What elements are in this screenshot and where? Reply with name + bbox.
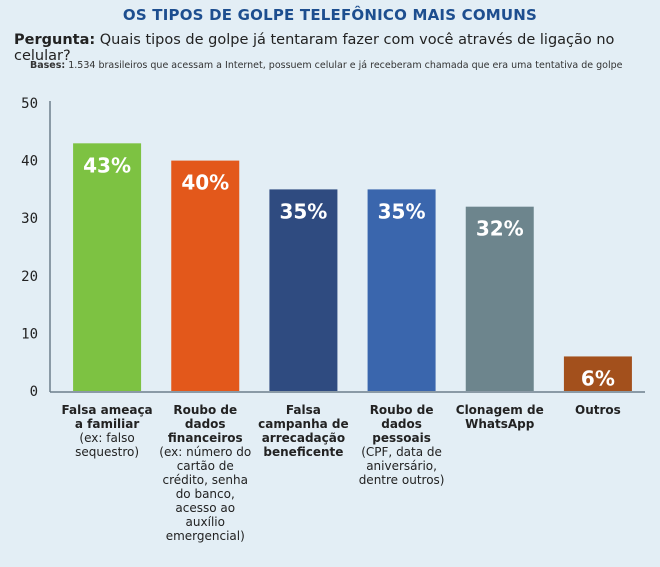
- category-note: (ex: falso sequestro): [75, 431, 140, 459]
- category-name: Roubo de dados financeiros: [167, 403, 243, 445]
- category-label: Roubo de dados pessoais (CPF, data de ani…: [354, 403, 450, 487]
- category-label: Clonagem de WhatsApp: [452, 403, 548, 431]
- y-tick-label: 40: [21, 154, 38, 170]
- bar-value-label: 32%: [476, 217, 524, 241]
- y-tick-label: 20: [21, 269, 38, 285]
- bar: [367, 189, 436, 391]
- bar-value-label: 43%: [83, 153, 131, 177]
- bases-note: Bases: 1.534 brasileiros que acessam a I…: [30, 60, 650, 71]
- category-note: (ex: número do cartão de crédito, senha …: [159, 445, 252, 543]
- y-tick-label: 30: [21, 211, 38, 227]
- bar: [269, 189, 338, 391]
- bar: [465, 206, 534, 391]
- category-label: Falsa ameaça a familiar (ex: falso seques…: [59, 403, 155, 459]
- bar: [73, 143, 142, 391]
- category-note: (CPF, data de aniversário, dentre outros…: [358, 445, 445, 487]
- bases-label: Bases:: [30, 60, 66, 71]
- bar-value-label: 6%: [581, 366, 615, 390]
- y-tick-label: 50: [21, 96, 38, 112]
- category-name: Roubo de dados pessoais: [369, 403, 434, 445]
- question-text: Quais tipos de golpe já tentaram fazer c…: [14, 32, 615, 64]
- bar-value-label: 40%: [181, 171, 229, 195]
- category-name: Falsa campanha de arrecadação beneficent…: [258, 403, 349, 459]
- category-name: Outros: [575, 403, 621, 417]
- bar: [563, 356, 632, 391]
- category-label: Falsa campanha de arrecadação beneficent…: [255, 403, 351, 459]
- question-label: Pergunta:: [14, 32, 96, 48]
- bar-value-label: 35%: [378, 199, 426, 223]
- category-label: Outros: [550, 403, 646, 417]
- chart-title: OS TIPOS DE GOLPE TELEFÔNICO MAIS COMUNS: [122, 6, 538, 24]
- category-name: Falsa ameaça a familiar: [61, 403, 153, 431]
- bar: [171, 160, 240, 391]
- category-label: Roubo de dados financeiros (ex: número do…: [157, 403, 253, 543]
- bases-text: 1.534 brasileiros que acessam a Internet…: [65, 60, 623, 71]
- y-tick-label: 0: [30, 384, 38, 400]
- category-name: Clonagem de WhatsApp: [455, 403, 544, 431]
- bar-value-label: 35%: [279, 199, 327, 223]
- y-tick-label: 10: [21, 326, 38, 342]
- question: Pergunta: Quais tipos de golpe já tentar…: [14, 32, 654, 64]
